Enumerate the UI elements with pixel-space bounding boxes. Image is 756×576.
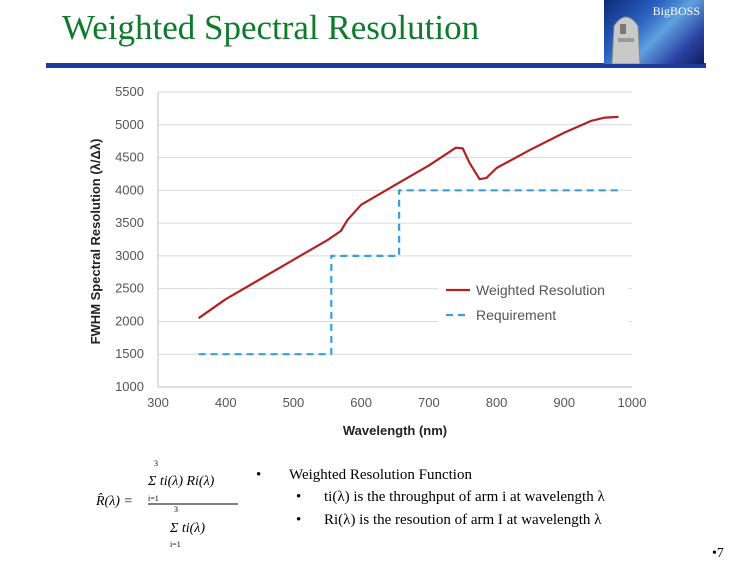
title-underline xyxy=(46,63,706,68)
y-tick-label: 1500 xyxy=(115,346,144,361)
y-tick-label: 2000 xyxy=(115,313,144,328)
y-tick-label: 4000 xyxy=(115,182,144,197)
logo-text: BigBOSS xyxy=(652,4,700,18)
formula-denominator: Σ ti(λ) xyxy=(169,521,205,536)
weighted-resolution-line xyxy=(197,115,619,320)
bullet-dot: • xyxy=(256,467,262,483)
subbullet-text: ti(λ) is the throughput of arm i at wave… xyxy=(324,489,605,505)
x-tick-label: 700 xyxy=(418,395,440,410)
y-tick-label: 5000 xyxy=(115,117,144,132)
subbullet-item: • ti(λ) is the throughput of arm i at wa… xyxy=(256,486,605,509)
legend-label: Weighted Resolution xyxy=(476,282,605,298)
page-bullet: • xyxy=(712,546,717,561)
y-tick-label: 5500 xyxy=(115,84,144,99)
page-number: •7 xyxy=(712,546,724,562)
x-tick-label: 800 xyxy=(486,395,508,410)
y-tick-label: 3000 xyxy=(115,248,144,263)
y-tick-label: 1000 xyxy=(115,379,144,394)
requirement-line xyxy=(198,189,619,356)
x-tick-label: 900 xyxy=(553,395,575,410)
numerator-sum-upper: 3 xyxy=(154,459,158,468)
x-tick-label: 400 xyxy=(215,395,237,410)
x-tick-label: 600 xyxy=(350,395,372,410)
resolution-formula: R̂(λ) = 3 i=1 Σ ti(λ) Ri(λ) 3 i=1 Σ ti(λ… xyxy=(95,455,246,550)
resolution-chart: 1000 1500 2000 2500 3000 3500 4000 4500 5000 5500… xyxy=(88,84,647,438)
subbullet-text: Ri(λ) is the resoution of arm I at wavel… xyxy=(324,512,602,528)
legend-label: Requirement xyxy=(476,307,556,323)
bullet-item: • Weighted Resolution Function xyxy=(256,464,605,486)
x-tick-label: 500 xyxy=(283,395,305,410)
bullet-list: • Weighted Resolution Function • ti(λ) i… xyxy=(256,464,605,532)
x-tick-label: 300 xyxy=(147,395,169,410)
bullet-text: Weighted Resolution Function xyxy=(289,467,472,483)
formula-numerator: Σ ti(λ) Ri(λ) xyxy=(147,474,215,489)
x-tick-label: 1000 xyxy=(618,395,647,410)
y-tick-label: 3500 xyxy=(115,215,144,230)
subbullet-item: • Ri(λ) is the resoution of arm I at wav… xyxy=(256,509,605,532)
y-tick-label: 2500 xyxy=(115,281,144,296)
y-axis-title: FWHM Spectral Resolution (λ/Δλ) xyxy=(88,139,103,345)
slide-title: Weighted Spectral Resolution xyxy=(62,8,480,47)
x-axis-title: Wavelength (nm) xyxy=(343,423,447,438)
bigboss-logo: BigBOSS xyxy=(604,0,704,64)
denominator-sum-upper: 3 xyxy=(174,505,178,514)
bullet-dot: • xyxy=(296,489,302,505)
y-tick-label: 4500 xyxy=(115,150,144,165)
legend-box xyxy=(438,276,628,328)
denominator-sum-lower: i=1 xyxy=(170,540,181,549)
page-number-value: 7 xyxy=(716,546,724,561)
bullet-dot: • xyxy=(296,512,302,528)
numerator-sum-lower: i=1 xyxy=(148,494,159,503)
formula-lhs: R̂(λ) = xyxy=(96,493,133,509)
formula-graphic: R̂(λ) = 3 i=1 Σ ti(λ) Ri(λ) 3 i=1 Σ ti(λ… xyxy=(95,459,238,549)
telescope-dome-icon xyxy=(611,16,641,64)
